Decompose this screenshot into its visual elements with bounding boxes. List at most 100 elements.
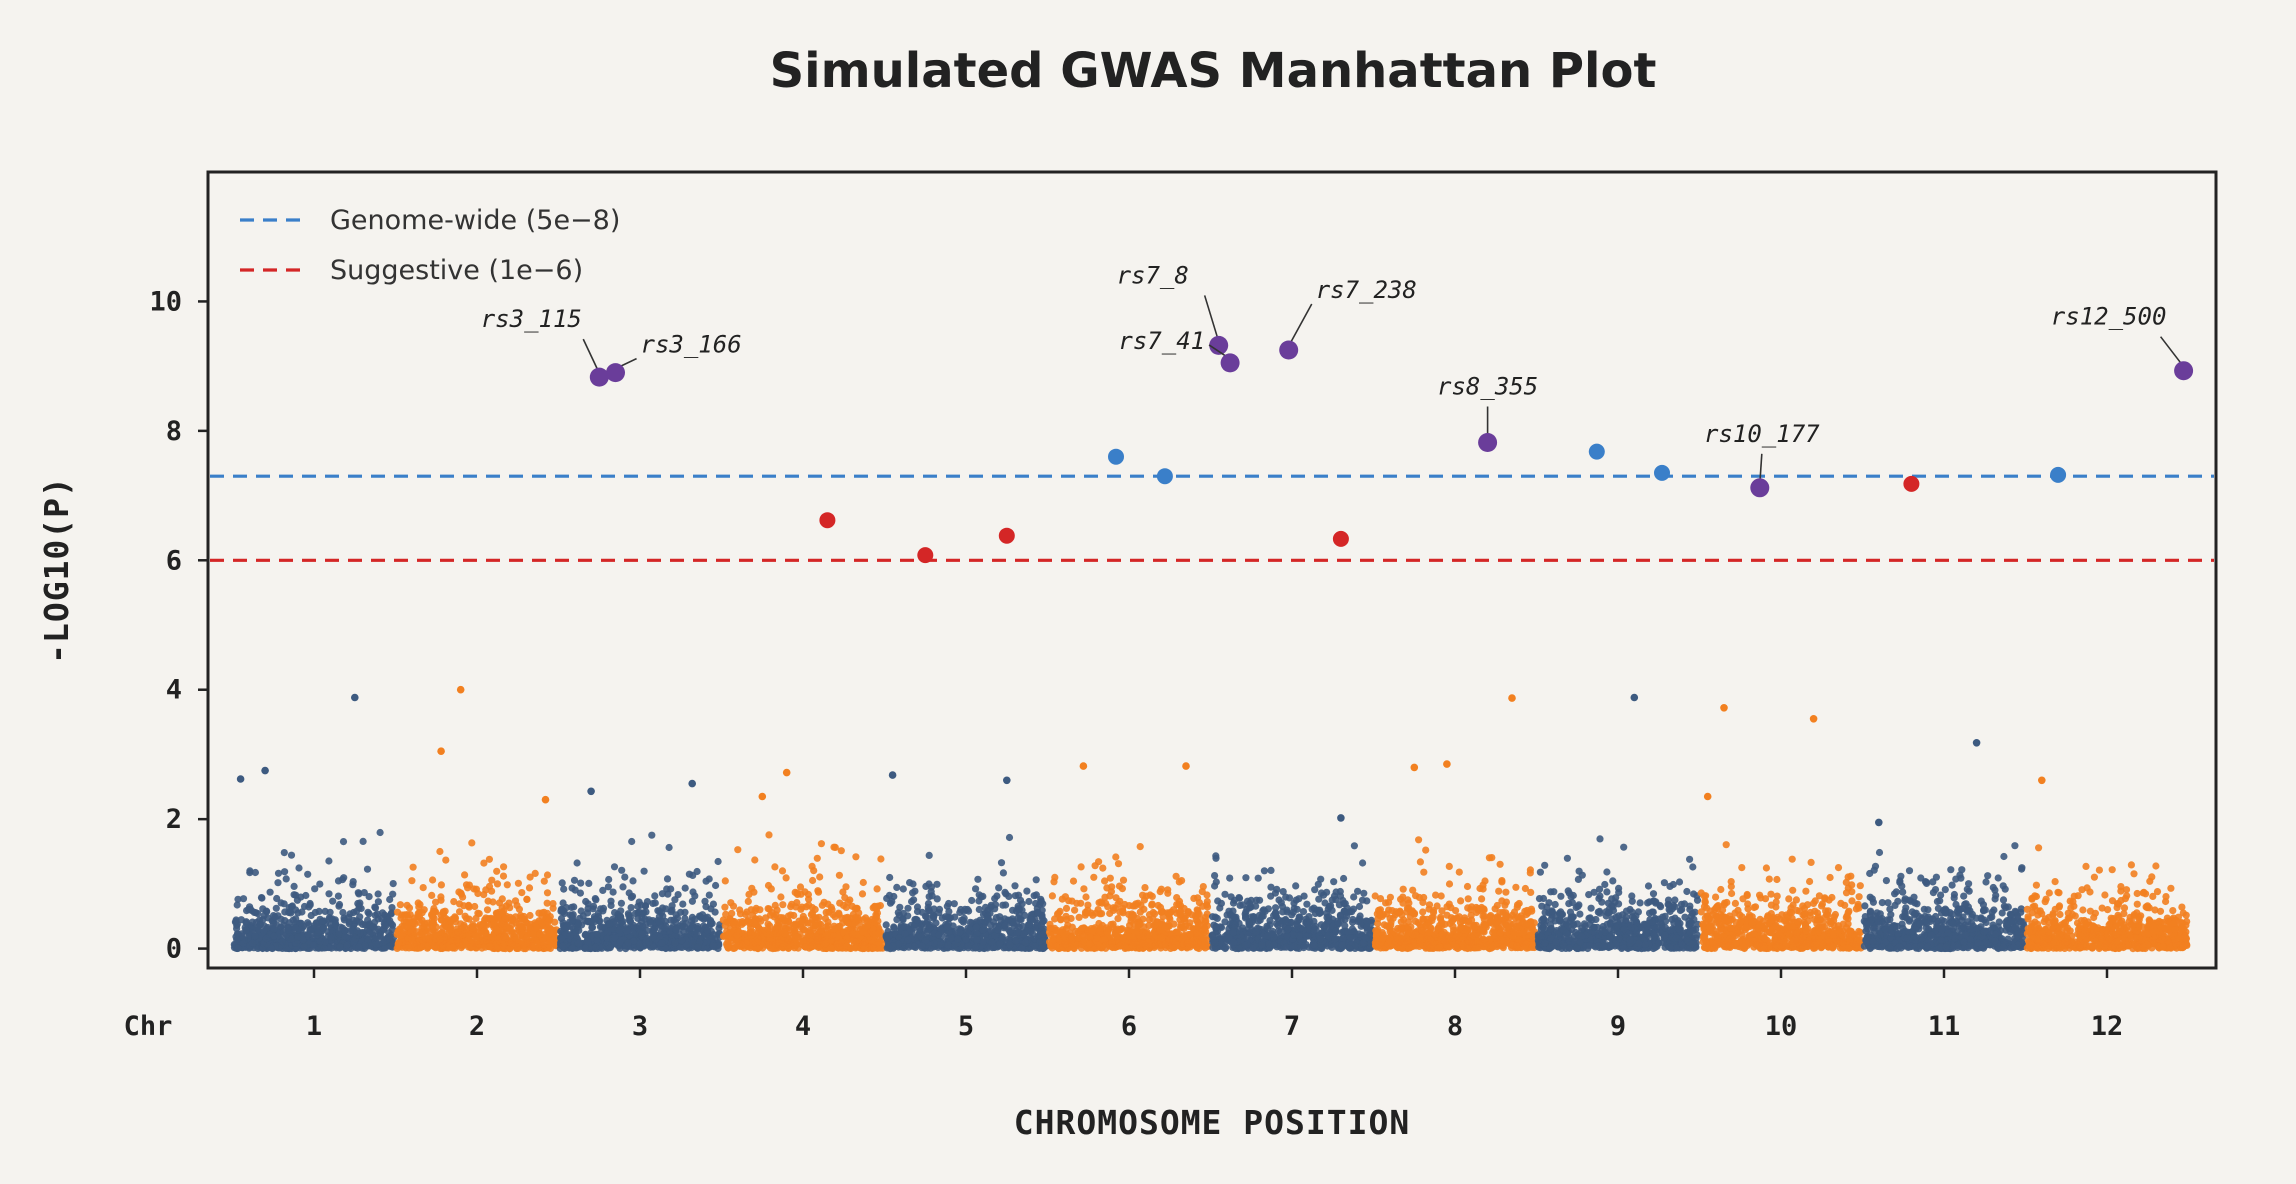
background-point (469, 942, 477, 951)
background-point (1101, 893, 1109, 901)
background-point (722, 932, 730, 940)
background-point (1252, 928, 1260, 936)
background-point (374, 940, 383, 948)
background-point (1014, 905, 1022, 913)
background-point (806, 931, 814, 939)
background-point (355, 890, 363, 898)
background-point (474, 923, 482, 931)
background-point (628, 928, 637, 936)
background-point (796, 883, 805, 891)
background-point (913, 907, 922, 916)
background-point (479, 937, 487, 946)
background-point (455, 888, 463, 896)
background-point (973, 936, 981, 944)
background-point (482, 921, 490, 930)
background-point (480, 891, 488, 899)
background-point (710, 942, 718, 950)
background-point (777, 893, 785, 901)
background-point (354, 899, 362, 908)
background-point (1130, 920, 1138, 928)
background-point (488, 876, 496, 884)
background-point (665, 843, 673, 852)
background-point (724, 944, 732, 952)
background-point (273, 894, 281, 903)
background-point (836, 922, 844, 931)
background-point (777, 928, 785, 936)
background-point (909, 889, 917, 897)
background-point (767, 885, 775, 893)
background-point (459, 893, 467, 901)
background-point (693, 929, 701, 937)
background-point (346, 910, 354, 918)
background-point (1001, 921, 1009, 930)
background-point (682, 941, 690, 949)
background-point (485, 855, 493, 863)
background-point (681, 908, 689, 916)
background-point (1273, 885, 1281, 894)
background-point (882, 921, 890, 929)
background-point (474, 889, 482, 898)
background-point (341, 927, 349, 935)
background-point (394, 928, 402, 936)
background-point (618, 866, 626, 874)
background-point (517, 928, 525, 937)
background-point (794, 933, 803, 941)
background-point (326, 908, 334, 916)
background-point (436, 935, 444, 943)
background-point (1109, 906, 1117, 915)
background-point (1142, 892, 1150, 900)
background-point (543, 889, 552, 897)
background-point (549, 900, 557, 908)
background-point (960, 914, 968, 922)
background-point (558, 934, 566, 943)
background-point (1080, 932, 1088, 941)
background-point (437, 916, 445, 924)
background-point (388, 904, 396, 912)
background-point (543, 899, 551, 907)
background-point (750, 888, 758, 896)
background-point (403, 911, 411, 919)
background-point (824, 918, 832, 926)
background-point (441, 907, 449, 915)
background-point (388, 925, 397, 934)
background-point (1177, 920, 1185, 929)
background-point (1011, 882, 1019, 890)
background-point (1360, 889, 1368, 897)
background-point (341, 932, 349, 941)
background-point (1197, 941, 1205, 949)
background-point (842, 914, 850, 922)
background-point (1199, 883, 1207, 891)
background-point (599, 886, 607, 895)
background-point (274, 879, 282, 887)
background-point (290, 891, 298, 899)
background-point (913, 916, 921, 924)
background-point (339, 908, 347, 917)
background-point (405, 904, 414, 912)
background-point (1306, 918, 1314, 926)
background-point (809, 876, 817, 885)
background-point (560, 885, 568, 893)
background-point (635, 921, 644, 930)
background-point (291, 924, 299, 932)
background-point (1139, 932, 1147, 941)
background-point (270, 932, 278, 940)
background-point (968, 896, 976, 905)
background-point (1051, 873, 1059, 882)
background-point (234, 944, 243, 952)
background-point (609, 888, 617, 896)
background-point (954, 935, 962, 943)
background-point (1136, 920, 1144, 928)
background-point (311, 885, 319, 893)
background-point (860, 942, 868, 950)
background-point (456, 908, 464, 916)
background-point (593, 936, 601, 944)
background-point (453, 936, 461, 944)
background-point (971, 944, 980, 952)
background-point (389, 890, 397, 898)
background-point (461, 871, 469, 879)
background-point (721, 877, 729, 885)
background-point (1227, 893, 1235, 901)
background-point (645, 938, 653, 946)
background-point (386, 895, 394, 904)
